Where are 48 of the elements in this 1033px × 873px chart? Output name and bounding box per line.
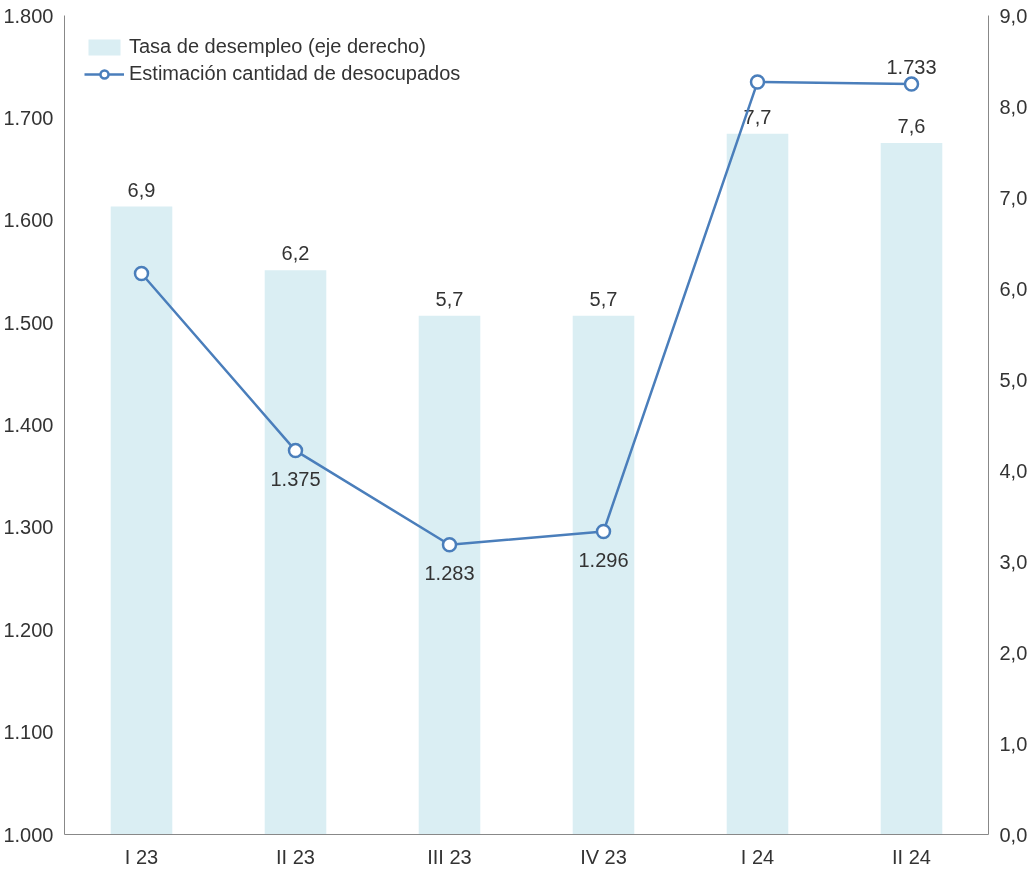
- data-label: 6,2: [281, 242, 310, 265]
- x-tick-label: II 23: [276, 845, 315, 868]
- y2-tick-label: 5,0: [999, 368, 1028, 391]
- data-label: 1.375: [270, 468, 321, 491]
- data-label: 6,9: [127, 178, 156, 201]
- bar: [418, 315, 481, 835]
- y2-tick-label: 6,0: [999, 277, 1028, 300]
- y2-tick-label: 8,0: [999, 95, 1028, 118]
- point: [903, 76, 920, 92]
- data-label: 1.733: [886, 56, 937, 79]
- x-tick-label: I 23: [124, 845, 159, 868]
- point: [749, 74, 766, 90]
- bar: [726, 133, 789, 835]
- y-tick-label: 1.000: [3, 823, 54, 846]
- y-tick-label: 1.600: [3, 209, 54, 232]
- y2-tick-label: 9,0: [999, 4, 1028, 27]
- x-tick-label: III 23: [427, 845, 472, 868]
- y-tick-label: 1.300: [3, 516, 54, 539]
- y2-tick-label: 0,0: [999, 823, 1028, 846]
- y2-tick-label: 2,0: [999, 641, 1028, 664]
- y-tick-label: 1.400: [3, 414, 54, 436]
- x-tick-label: I 24: [740, 845, 775, 868]
- data-label: 5,7: [589, 287, 618, 310]
- y2-tick-label: 4,0: [999, 459, 1028, 482]
- x-tick-label: IV 23: [580, 845, 627, 868]
- data-label: 5,7: [435, 287, 464, 310]
- y-tick-label: 1.200: [3, 618, 54, 641]
- y-tick-label: 1.500: [3, 311, 54, 334]
- x-tick-label: II 24: [892, 845, 931, 868]
- data-label: 1.283: [424, 562, 475, 585]
- bar: [572, 315, 635, 835]
- y2-tick-label: 7,0: [999, 186, 1028, 209]
- point: [287, 442, 304, 459]
- legend-label: Estimación cantidad de desocupados: [129, 62, 461, 85]
- bar: [110, 206, 173, 835]
- point: [595, 523, 612, 540]
- y2-tick-label: 1,0: [999, 732, 1028, 755]
- y-tick-label: 1.100: [3, 721, 54, 744]
- data-label: 7,6: [897, 115, 926, 138]
- y-tick-label: 1.700: [3, 106, 54, 129]
- legend-label: Tasa de desempleo (eje derecho): [129, 35, 426, 58]
- point: [441, 537, 458, 553]
- bar: [264, 270, 327, 835]
- data-label: 1.296: [578, 549, 629, 572]
- point: [133, 265, 150, 282]
- y2-tick-label: 3,0: [999, 550, 1028, 573]
- bar: [880, 142, 943, 835]
- y-tick-label: 1.800: [3, 4, 54, 27]
